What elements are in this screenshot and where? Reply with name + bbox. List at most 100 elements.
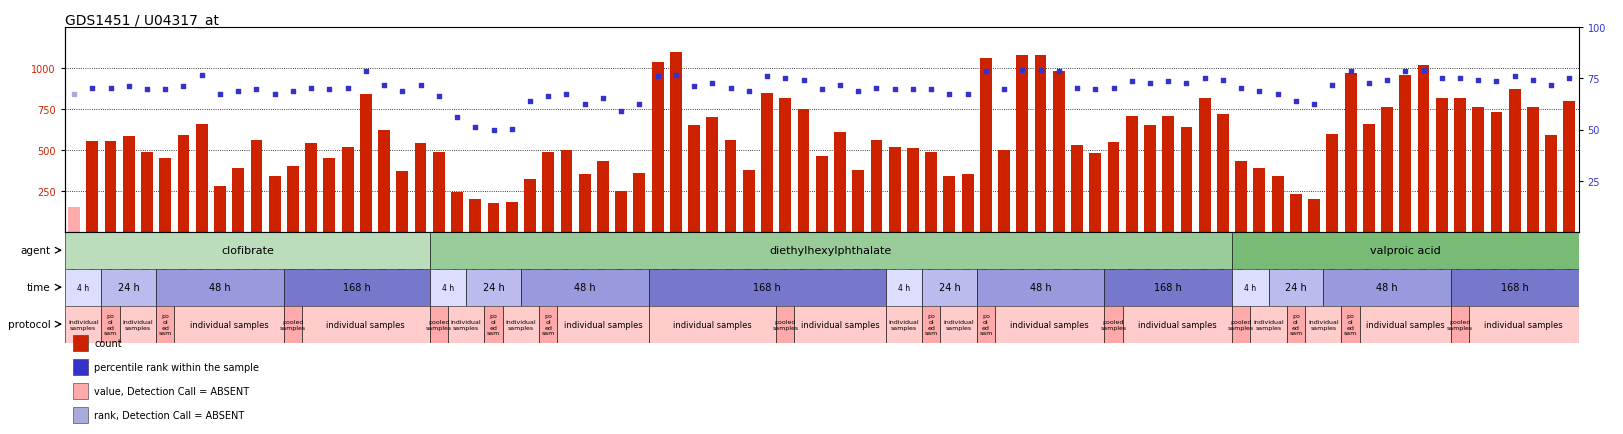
Bar bbox=[1362, 125, 1375, 232]
Bar bbox=[724, 141, 737, 232]
Bar bbox=[1285, 306, 1305, 343]
Bar bbox=[448, 306, 484, 343]
Bar bbox=[284, 269, 430, 306]
Bar bbox=[648, 269, 885, 306]
Bar bbox=[1453, 99, 1466, 232]
Bar bbox=[1235, 162, 1246, 232]
Point bbox=[626, 102, 652, 108]
Bar bbox=[451, 193, 463, 232]
Bar bbox=[1449, 306, 1469, 343]
Point bbox=[206, 92, 232, 99]
Text: 4 h: 4 h bbox=[1243, 283, 1256, 292]
Bar bbox=[104, 141, 117, 232]
Text: individual samples: individual samples bbox=[672, 320, 751, 329]
Bar bbox=[1125, 116, 1138, 232]
Point bbox=[188, 72, 214, 79]
Text: percentile rank within the sample: percentile rank within the sample bbox=[94, 362, 260, 372]
Point bbox=[680, 83, 706, 90]
Point bbox=[1264, 92, 1290, 99]
Text: individual samples: individual samples bbox=[800, 320, 878, 329]
Point bbox=[1537, 82, 1563, 89]
Bar bbox=[433, 152, 445, 232]
Text: po
ol
ed
sam: po ol ed sam bbox=[979, 313, 992, 335]
Bar bbox=[975, 269, 1104, 306]
Bar bbox=[484, 306, 502, 343]
Bar bbox=[232, 168, 243, 232]
Bar bbox=[174, 306, 284, 343]
Point bbox=[80, 85, 105, 92]
Bar bbox=[1417, 66, 1428, 232]
Point bbox=[881, 87, 907, 94]
Point bbox=[425, 93, 451, 100]
Bar bbox=[141, 152, 153, 232]
Bar bbox=[706, 118, 717, 232]
Point bbox=[1355, 80, 1381, 87]
Text: individual
samples: individual samples bbox=[888, 319, 919, 330]
Bar bbox=[1545, 136, 1556, 232]
Text: clofibrate: clofibrate bbox=[221, 246, 274, 256]
Bar bbox=[323, 159, 334, 232]
Point bbox=[1010, 67, 1035, 74]
Bar bbox=[975, 306, 995, 343]
Bar bbox=[648, 306, 776, 343]
Point bbox=[917, 87, 943, 94]
Text: time: time bbox=[26, 283, 50, 293]
Point bbox=[316, 87, 342, 94]
Bar bbox=[430, 306, 448, 343]
Point bbox=[1464, 77, 1490, 84]
Point bbox=[170, 83, 196, 90]
Bar bbox=[1034, 56, 1045, 232]
Point bbox=[753, 74, 779, 81]
Bar bbox=[156, 306, 174, 343]
Text: individual samples: individual samples bbox=[1138, 320, 1216, 329]
Text: individual
samples: individual samples bbox=[505, 319, 536, 330]
Bar bbox=[196, 125, 208, 232]
Point bbox=[644, 74, 670, 81]
Bar bbox=[521, 269, 648, 306]
Bar bbox=[1198, 99, 1209, 232]
Bar bbox=[1435, 99, 1446, 232]
Bar bbox=[1271, 177, 1282, 232]
Bar bbox=[123, 137, 135, 232]
Point bbox=[226, 89, 252, 95]
Point bbox=[808, 87, 834, 94]
Point bbox=[1318, 82, 1344, 89]
Bar bbox=[1469, 306, 1578, 343]
Bar bbox=[1250, 306, 1285, 343]
Bar bbox=[65, 232, 430, 269]
Point bbox=[1282, 98, 1308, 105]
Point bbox=[1519, 77, 1545, 84]
Bar bbox=[250, 141, 263, 232]
Point bbox=[390, 89, 415, 95]
Bar bbox=[979, 59, 992, 232]
Text: individual
samples: individual samples bbox=[1253, 319, 1284, 330]
Text: pooled
samples: pooled samples bbox=[425, 319, 451, 330]
Point bbox=[243, 87, 269, 94]
Point bbox=[1300, 102, 1326, 108]
Bar bbox=[101, 269, 156, 306]
Text: pooled
samples: pooled samples bbox=[771, 319, 799, 330]
Bar bbox=[998, 151, 1010, 232]
Bar bbox=[1052, 72, 1065, 232]
Bar bbox=[1323, 269, 1449, 306]
Bar bbox=[961, 175, 972, 232]
Bar bbox=[1143, 126, 1156, 232]
Text: 4 h: 4 h bbox=[441, 283, 454, 292]
Point bbox=[954, 92, 980, 99]
Bar bbox=[268, 177, 281, 232]
Text: 24 h: 24 h bbox=[1284, 283, 1307, 293]
Text: pooled
samples: pooled samples bbox=[279, 319, 305, 330]
Point bbox=[1191, 76, 1217, 82]
Text: value, Detection Call = ABSENT: value, Detection Call = ABSENT bbox=[94, 386, 250, 396]
Text: individual
samples: individual samples bbox=[451, 319, 480, 330]
Bar bbox=[430, 232, 1232, 269]
Bar bbox=[1526, 108, 1539, 232]
Text: 4 h: 4 h bbox=[898, 283, 909, 292]
Bar bbox=[995, 306, 1104, 343]
Bar bbox=[469, 200, 480, 232]
Bar bbox=[214, 187, 226, 232]
Point bbox=[790, 77, 816, 84]
Point bbox=[115, 83, 141, 90]
Bar bbox=[101, 306, 120, 343]
Bar bbox=[1490, 113, 1501, 232]
